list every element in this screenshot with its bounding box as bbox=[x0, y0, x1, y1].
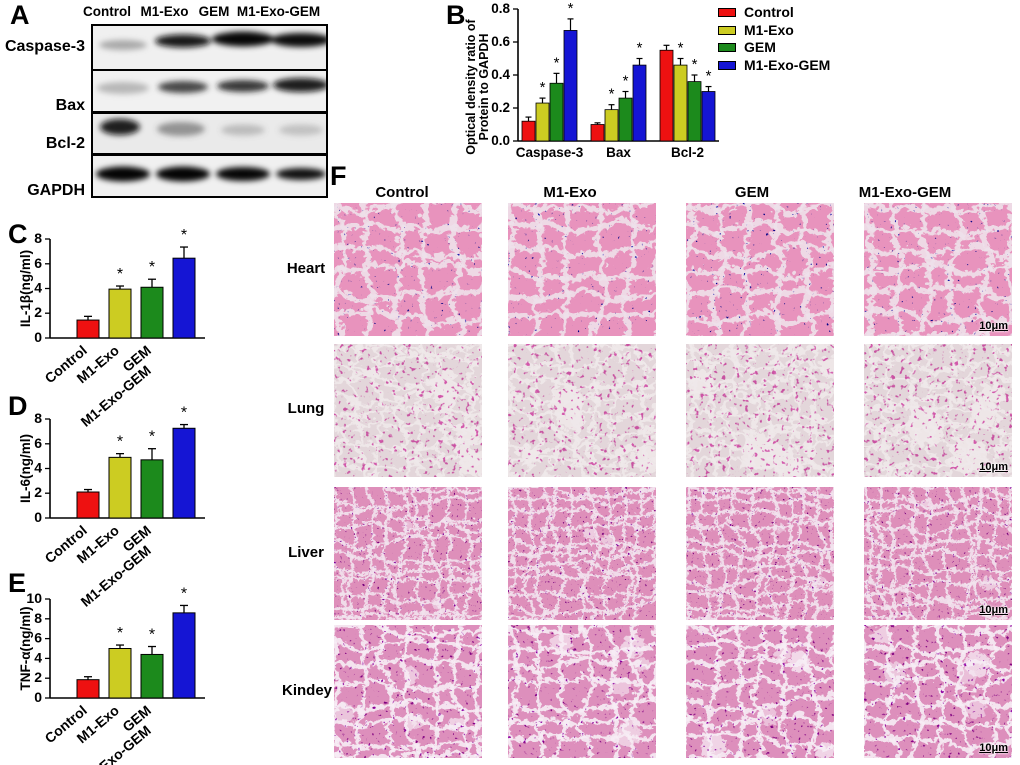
svg-text:*: * bbox=[149, 627, 155, 644]
svg-text:6: 6 bbox=[34, 435, 42, 451]
svg-text:*: * bbox=[637, 40, 643, 57]
svg-text:*: * bbox=[706, 68, 712, 85]
svg-text:IL-6(ng/ml): IL-6(ng/ml) bbox=[18, 434, 33, 503]
svg-text:*: * bbox=[678, 40, 684, 57]
svg-text:8: 8 bbox=[34, 410, 42, 426]
svg-text:0.2: 0.2 bbox=[491, 100, 510, 115]
svg-text:0.0: 0.0 bbox=[491, 133, 510, 148]
svg-text:2: 2 bbox=[34, 484, 42, 500]
svg-text:*: * bbox=[117, 266, 123, 283]
svg-text:*: * bbox=[149, 259, 155, 276]
svg-text:*: * bbox=[181, 405, 187, 422]
svg-text:IL-1β(ng/ml): IL-1β(ng/ml) bbox=[18, 250, 33, 327]
svg-text:4: 4 bbox=[34, 649, 42, 665]
svg-text:0.6: 0.6 bbox=[491, 34, 510, 49]
svg-text:Optical density ratio of: Optical density ratio of bbox=[464, 18, 478, 154]
svg-text:*: * bbox=[623, 73, 629, 90]
svg-text:0: 0 bbox=[34, 689, 42, 705]
svg-text:Caspase-3: Caspase-3 bbox=[516, 145, 584, 160]
svg-text:0: 0 bbox=[34, 509, 42, 525]
svg-text:*: * bbox=[149, 429, 155, 446]
svg-text:4: 4 bbox=[34, 460, 42, 476]
svg-text:4: 4 bbox=[34, 280, 42, 296]
svg-text:10: 10 bbox=[26, 590, 42, 606]
svg-text:0.8: 0.8 bbox=[491, 1, 510, 16]
svg-text:*: * bbox=[117, 434, 123, 451]
svg-text:*: * bbox=[540, 79, 546, 96]
svg-text:6: 6 bbox=[34, 630, 42, 646]
svg-text:*: * bbox=[692, 56, 698, 73]
svg-text:TNF-α(ng/ml): TNF-α(ng/ml) bbox=[18, 606, 33, 690]
svg-text:2: 2 bbox=[34, 304, 42, 320]
svg-text:8: 8 bbox=[34, 610, 42, 626]
svg-text:2: 2 bbox=[34, 669, 42, 685]
svg-text:8: 8 bbox=[34, 230, 42, 246]
svg-text:*: * bbox=[117, 625, 123, 642]
svg-text:*: * bbox=[181, 227, 187, 244]
svg-text:Bax: Bax bbox=[606, 145, 631, 160]
svg-text:Bcl-2: Bcl-2 bbox=[671, 145, 704, 160]
svg-text:*: * bbox=[181, 585, 187, 602]
svg-text:0.4: 0.4 bbox=[491, 67, 510, 82]
svg-text:*: * bbox=[568, 0, 574, 17]
svg-text:0: 0 bbox=[34, 329, 42, 345]
svg-text:*: * bbox=[609, 86, 615, 103]
svg-text:Protein to GAPDH: Protein to GAPDH bbox=[477, 34, 491, 141]
svg-text:6: 6 bbox=[34, 255, 42, 271]
svg-text:*: * bbox=[554, 54, 560, 71]
